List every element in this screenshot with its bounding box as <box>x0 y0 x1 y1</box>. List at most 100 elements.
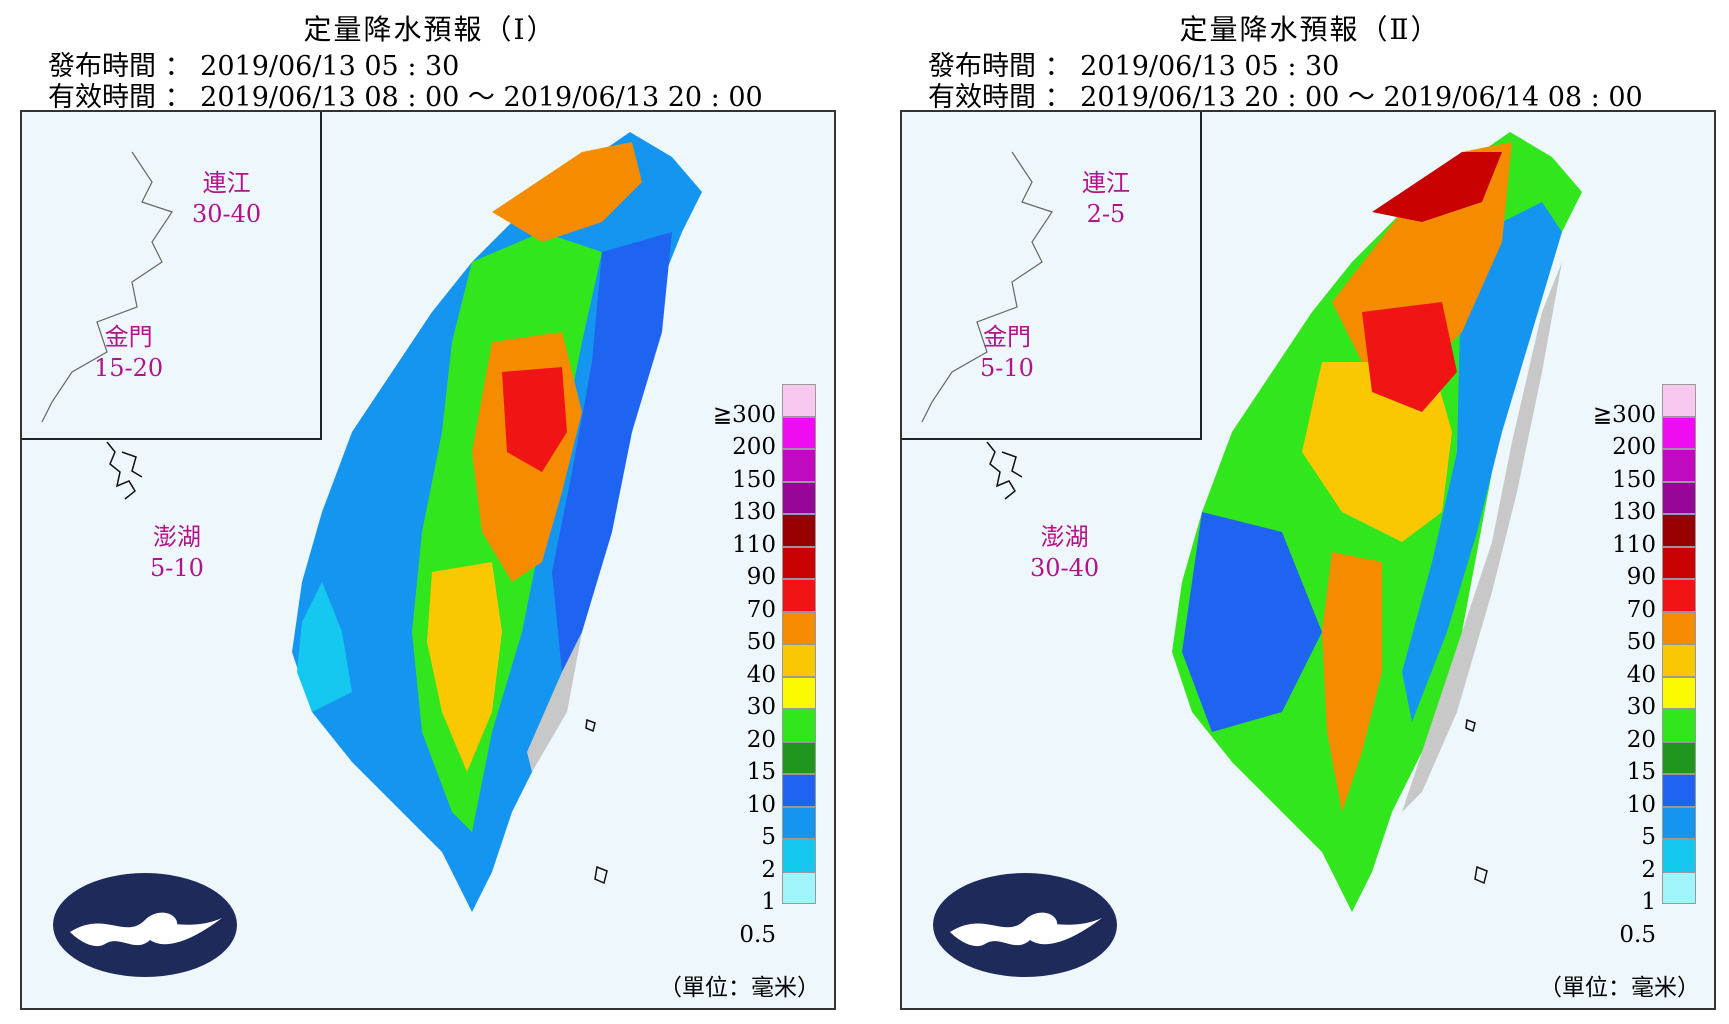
legend-tick: 5 <box>761 824 776 850</box>
rain-zone-red <box>1362 302 1457 412</box>
unit-label: （單位：毫米） <box>659 975 820 1001</box>
china-coastline <box>921 151 1053 423</box>
issue-time: 2019/06/13 05 : 30 <box>1080 51 1340 82</box>
legend-swatch-2 <box>1662 839 1696 872</box>
legend-tick: 5 <box>1641 824 1656 850</box>
rain-zone-east <box>1402 202 1562 722</box>
legend-tick: 130 <box>1612 499 1656 525</box>
cwb-logo <box>53 873 237 977</box>
legend-tick: 70 <box>1626 597 1656 623</box>
valid-label: 有效時間 <box>928 82 1036 113</box>
region-range: 30-40 <box>1030 554 1100 583</box>
legend-swatch-30 <box>782 676 816 709</box>
legend-tick: 15 <box>1626 759 1656 785</box>
legend-swatch-70 <box>1662 579 1696 612</box>
region-name: 金門 <box>982 323 1031 351</box>
legend-tick: 70 <box>746 597 776 623</box>
taiwan-rainfall-map <box>106 132 702 912</box>
rain-zone-east <box>552 232 672 672</box>
region-name: 連江 <box>202 169 251 197</box>
legend-swatch-10 <box>1662 774 1696 807</box>
legend-swatch-70 <box>782 579 816 612</box>
penghu-islands <box>106 441 143 500</box>
legend-swatch-130 <box>782 481 816 514</box>
lanyu-island <box>1474 865 1488 885</box>
legend-swatch-15 <box>782 741 816 774</box>
legend-swatch-2 <box>782 839 816 872</box>
legend-tick: 150 <box>1612 467 1656 493</box>
legend-tick: 20 <box>1626 727 1656 753</box>
legend-tick: 15 <box>746 759 776 785</box>
legend-swatch-15 <box>1662 741 1696 774</box>
legend-tick: 40 <box>746 662 776 688</box>
legend-tick: 130 <box>732 499 776 525</box>
region-name: 連江 <box>1082 169 1130 197</box>
valid-label: 有效時間 <box>48 82 156 113</box>
lanyu-island <box>594 865 608 885</box>
region-label-kinmen: 金門 5-10 <box>980 322 1034 384</box>
rain-zone-north <box>492 142 642 242</box>
rain-zone-south <box>1322 552 1382 812</box>
region-range: 2-5 <box>1086 200 1126 229</box>
penghu-islands <box>986 441 1023 500</box>
legend-tick: 10 <box>746 792 776 818</box>
legend-swatch-110 <box>782 514 816 547</box>
legend-swatch-300 <box>782 384 816 417</box>
panel-title: 定量降水預報（Ⅱ） <box>1179 13 1441 46</box>
legend-swatch-130 <box>1662 481 1696 514</box>
rain-zone-heavy <box>1372 152 1502 222</box>
legend-tick: 150 <box>732 467 776 493</box>
legend-tick: 90 <box>746 564 776 590</box>
rain-zone-west <box>1182 512 1322 732</box>
legend-swatch-50 <box>1662 611 1696 644</box>
rainfall-legend <box>782 384 818 904</box>
legend-swatch-110 <box>1662 514 1696 547</box>
legend-swatch-200 <box>782 416 816 449</box>
legend-swatch-30 <box>1662 676 1696 709</box>
legend-tick: 110 <box>1612 532 1656 558</box>
region-range: 5-10 <box>150 554 204 583</box>
legend-tick: 1 <box>761 889 776 915</box>
legend-swatch-200 <box>1662 416 1696 449</box>
china-coast-map <box>41 151 173 423</box>
region-label-matsu: 連江 30-40 <box>192 168 261 230</box>
issue-time-line: 發布時間 ： 2019/06/13 05 : 30 <box>48 51 460 82</box>
taiwan-rainfall-map <box>986 132 1582 912</box>
legend-swatch-300 <box>1662 384 1696 417</box>
offshore-inset: 連江 30-40 金門 15-20 <box>22 112 322 440</box>
legend-tick: 200 <box>732 434 776 460</box>
rainfall-map: 連江 2-5 金門 5-10 澎湖 30-40 ≧300 200 150 130 11… <box>900 110 1716 1010</box>
legend-tick: 40 <box>1626 662 1656 688</box>
legend-tick: 2 <box>761 857 776 883</box>
legend-tick: 2 <box>1641 857 1656 883</box>
region-label-kinmen: 金門 15-20 <box>94 322 163 384</box>
panel-title: 定量降水預報（Ⅰ） <box>303 13 557 46</box>
issue-label: 發布時間 <box>48 51 156 82</box>
region-range: 5-10 <box>980 354 1034 383</box>
legend-tick: 110 <box>732 532 776 558</box>
unit-label: （單位：毫米） <box>1539 975 1700 1001</box>
legend-swatch-10 <box>782 774 816 807</box>
rain-zone-heavy <box>502 367 567 472</box>
legend-tick: 0.5 <box>1619 922 1656 948</box>
rain-zone-south <box>427 562 502 772</box>
valid-time-line: 有效時間 ： 2019/06/13 08 : 00 ～ 2019/06/13 2… <box>48 82 763 113</box>
china-coastline <box>41 151 173 423</box>
region-name: 金門 <box>104 323 153 351</box>
issue-time: 2019/06/13 05 : 30 <box>200 51 460 82</box>
issue-label: 發布時間 <box>928 51 1036 82</box>
legend-swatch-5 <box>782 806 816 839</box>
offshore-inset: 連江 2-5 金門 5-10 <box>902 112 1202 440</box>
legend-swatch-20 <box>1662 709 1696 742</box>
rainfall-map: 連江 30-40 金門 15-20 澎湖 5-10 ≧300 200 150 130 … <box>20 110 836 1010</box>
legend-tick: 30 <box>746 694 776 720</box>
legend-tick: 10 <box>1626 792 1656 818</box>
cwb-logo <box>933 873 1117 977</box>
coast-east-light <box>527 632 582 772</box>
legend-swatch-50 <box>782 611 816 644</box>
legend-tick: 90 <box>1626 564 1656 590</box>
legend-tick: 20 <box>746 727 776 753</box>
legend-tick: ≧300 <box>1592 402 1656 428</box>
china-coast-map <box>921 151 1053 423</box>
legend-tick: 30 <box>1626 694 1656 720</box>
